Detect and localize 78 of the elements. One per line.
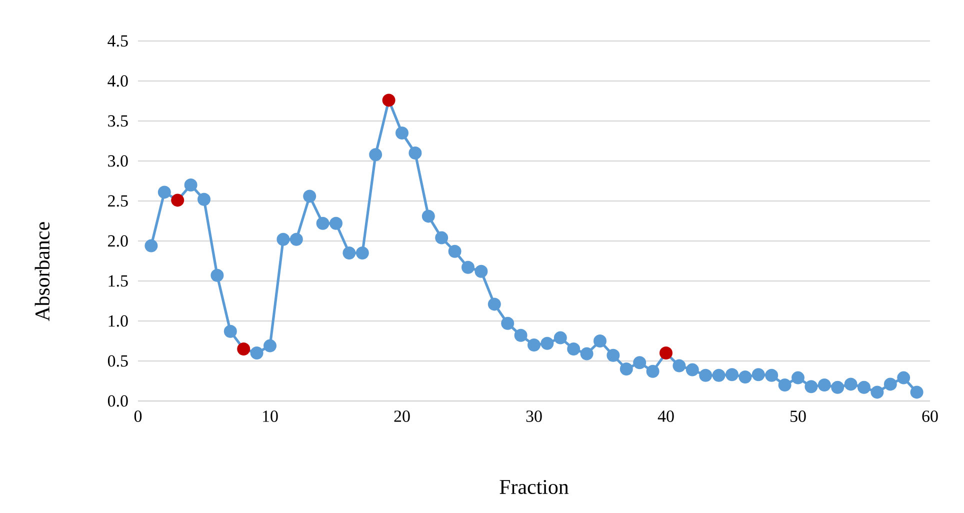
point [382,94,396,107]
point [792,371,805,384]
x-tick-label: 10 [263,410,278,422]
point [158,186,171,199]
point [620,362,633,376]
point [408,146,422,160]
y-tick-label: 3.5 [108,115,128,127]
point [897,371,910,384]
point [501,316,514,330]
point [858,380,871,394]
point [778,378,792,392]
point [198,192,211,206]
point [528,338,541,352]
x-tick-label: 0 [134,410,142,422]
point [316,216,330,230]
point [606,348,620,362]
point [144,239,158,252]
point [448,244,462,258]
point [356,246,369,260]
point [488,298,501,311]
x-axis-title: Fraction [500,480,569,494]
x-tick-label: 20 [394,410,410,422]
point [250,346,264,360]
point [462,260,475,274]
point [765,368,778,382]
point [540,336,554,350]
point [804,380,818,394]
point [303,190,316,203]
point [171,194,184,207]
point [818,378,831,392]
point [752,368,765,382]
y-tick-label: 3.0 [108,155,128,167]
point [210,268,224,282]
x-tick-label: 60 [922,410,938,422]
point [290,232,303,246]
point [422,210,435,223]
point [514,328,528,342]
point [870,386,884,399]
y-tick-label: 2.0 [108,235,128,247]
point [580,347,594,360]
x-tick-label: 30 [526,410,542,422]
point [369,148,382,162]
x-tick-label: 40 [658,410,674,422]
point [330,216,343,230]
point [686,363,699,376]
point [726,368,739,382]
point [276,232,290,246]
y-tick-label: 1.5 [108,275,128,287]
point [435,231,448,244]
point [633,356,646,370]
point [831,380,844,394]
point [396,126,409,140]
point [237,342,250,356]
point [567,342,580,356]
y-tick-label: 2.5 [108,195,128,207]
point [884,378,897,391]
point [594,334,607,348]
point [699,368,712,382]
point [184,178,198,192]
point [554,331,567,344]
point [342,246,356,260]
y-tick-label: 4.0 [108,75,128,87]
point [474,264,488,278]
y-tick-label: 0.5 [108,355,128,367]
y-axis-title: Absorbance [34,222,50,322]
point [660,346,673,360]
point [738,370,752,384]
y-tick-label: 4.5 [108,35,128,47]
point [224,324,237,338]
y-tick-label: 0.0 [108,395,128,407]
point [712,368,726,382]
x-tick-label: 50 [790,410,806,422]
point [844,378,858,391]
point [646,364,660,378]
point [264,339,277,352]
point [672,359,686,372]
point [910,386,924,399]
y-tick-label: 1.0 [108,315,128,327]
